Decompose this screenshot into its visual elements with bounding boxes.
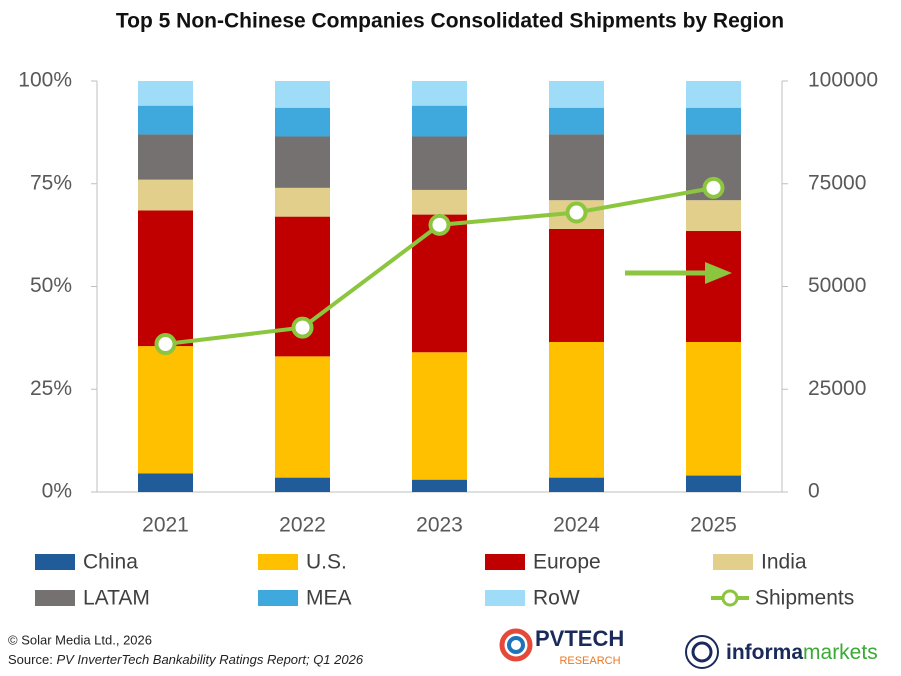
- x-tick-label: 2021: [142, 514, 189, 537]
- pvtech-name: PVTECH: [535, 626, 624, 651]
- legend-swatch: [485, 554, 525, 570]
- chart-title: Top 5 Non-Chinese Companies Consolidated…: [116, 10, 784, 33]
- legend: China U.S. Europe India LATAM MEA RoW Shipments: [35, 551, 854, 610]
- informa-name: informamarkets: [726, 641, 878, 664]
- bar-segment: [138, 210, 193, 347]
- bar-segment: [549, 81, 604, 108]
- bar-segment: [138, 81, 193, 106]
- y2-tick-label: 100000: [808, 69, 878, 92]
- bar-segment: [275, 356, 330, 478]
- bar-segment: [549, 134, 604, 201]
- source: Source: PV InverterTech Bankability Rati…: [8, 652, 364, 667]
- legend-marker: [721, 589, 739, 607]
- y2-tick-label: 75000: [808, 171, 866, 194]
- y-tick-label: 100%: [18, 69, 72, 92]
- copyright: © Solar Media Ltd., 2026: [8, 632, 152, 647]
- arrow: [625, 262, 732, 284]
- bar-segment: [412, 81, 467, 106]
- bar-segment: [275, 81, 330, 108]
- bar-segment: [549, 477, 604, 492]
- markets-word: markets: [803, 641, 878, 664]
- bar-segment: [549, 228, 604, 342]
- legend-label: India: [761, 551, 807, 574]
- y-tick-label: 50%: [30, 274, 72, 297]
- informa-logo: informamarkets: [685, 635, 878, 669]
- legend-label: RoW: [533, 587, 580, 610]
- x-tick-label: 2024: [553, 514, 600, 537]
- bar-segment: [275, 477, 330, 492]
- line-marker: [291, 316, 314, 339]
- bar-segment: [686, 341, 741, 476]
- bar-segment: [686, 81, 741, 108]
- bar-segment: [686, 200, 741, 232]
- y-tick-label: 25%: [30, 377, 72, 400]
- line-marker: [154, 333, 177, 356]
- line-marker: [565, 201, 588, 224]
- bar-segment: [412, 479, 467, 492]
- line-marker: [702, 176, 725, 199]
- x-tick-label: 2025: [690, 514, 737, 537]
- bar-segment: [138, 473, 193, 492]
- y2-tick-label: 50000: [808, 274, 866, 297]
- line-marker: [428, 213, 451, 236]
- legend-label: LATAM: [83, 587, 150, 610]
- bar-segment: [412, 189, 467, 215]
- bar-segment: [138, 179, 193, 211]
- pvtech-logo: PVTECH RESEARCH: [499, 626, 624, 667]
- x-tick-label: 2022: [279, 514, 326, 537]
- informa-word: informa: [726, 641, 803, 664]
- bar-segment: [549, 107, 604, 135]
- y2-tick-label: 0: [808, 480, 820, 503]
- legend-label: U.S.: [306, 551, 347, 574]
- bar-segment: [138, 134, 193, 180]
- legend-swatch: [485, 590, 525, 606]
- bar-segment: [412, 136, 467, 190]
- bar-segment: [412, 352, 467, 480]
- plot: [138, 81, 741, 492]
- legend-label: China: [83, 551, 138, 574]
- bar-segment: [549, 341, 604, 478]
- bar-segment: [686, 107, 741, 135]
- legend-label: Shipments: [755, 587, 854, 610]
- y2-tick-label: 25000: [808, 377, 866, 400]
- pvtech-sub: RESEARCH: [559, 655, 620, 667]
- bar-segment: [138, 346, 193, 474]
- bar-segment: [686, 475, 741, 492]
- legend-swatch: [258, 554, 298, 570]
- bar-segment: [275, 136, 330, 188]
- source-title: PV InverterTech Bankability Ratings Repo…: [56, 652, 363, 667]
- bar-segment: [686, 231, 741, 342]
- bar-segment: [138, 105, 193, 135]
- legend-swatch: [713, 554, 753, 570]
- legend-swatch: [35, 554, 75, 570]
- source-prefix: Source:: [8, 652, 53, 667]
- legend-swatch: [258, 590, 298, 606]
- bar-segment: [275, 107, 330, 137]
- x-tick-label: 2023: [416, 514, 463, 537]
- bar-segment: [275, 187, 330, 217]
- bar-segment: [412, 105, 467, 137]
- legend-label: Europe: [533, 551, 601, 574]
- y-tick-label: 75%: [30, 171, 72, 194]
- y-tick-label: 0%: [42, 480, 72, 503]
- legend-label: MEA: [306, 587, 352, 610]
- legend-swatch: [35, 590, 75, 606]
